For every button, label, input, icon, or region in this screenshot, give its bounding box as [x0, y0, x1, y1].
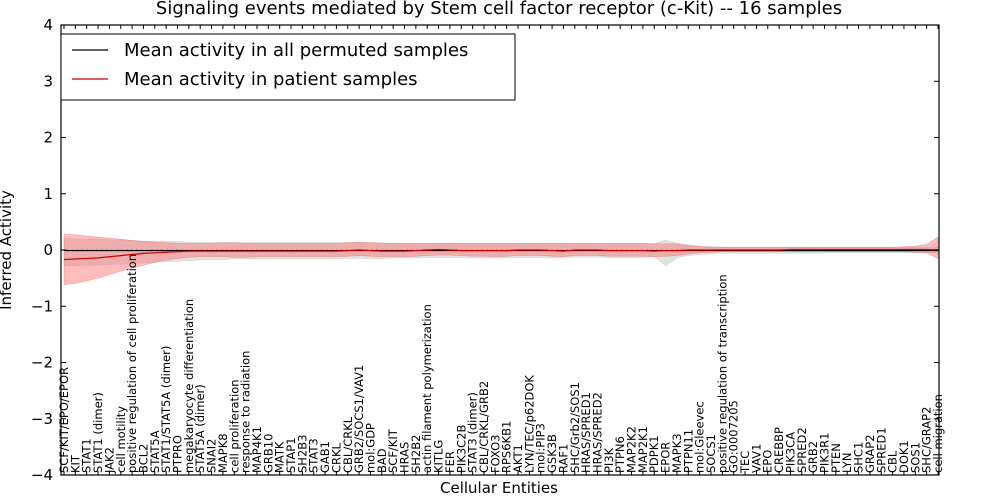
- x-category-label: SCF/KIT/EPO/EPOR: [57, 367, 71, 473]
- y-tick-label: −1: [31, 297, 53, 315]
- x-category-label: HRAS: [398, 442, 412, 473]
- x-category-label: CBL/CRKL: [341, 416, 355, 473]
- x-category-label: PTPRO: [171, 435, 185, 473]
- series-1-mean-line: [63, 248, 939, 261]
- x-category-label: TEC: [738, 451, 752, 474]
- x-category-label: PIK3CA: [783, 432, 797, 473]
- x-category-label: SOCS1: [704, 434, 718, 473]
- x-category-label: SOS1: [908, 442, 922, 473]
- x-category-label: STAT5A: [148, 430, 162, 473]
- x-category-label: SHC/GRAP2: [920, 407, 934, 473]
- x-category-label: MAP2K1: [636, 426, 650, 473]
- x-category-label: positive regulation of cell proliferatio…: [125, 254, 139, 473]
- x-category-label: CBL: [886, 450, 900, 473]
- x-category-label: cell proliferation: [227, 379, 241, 473]
- x-category-label: LYN/TEC/p62DOK: [522, 375, 536, 473]
- x-category-label: EPOR: [659, 442, 673, 473]
- x-category-label: MATK: [273, 441, 287, 473]
- x-category-label: BAD: [375, 448, 389, 473]
- legend-label-patient: Mean activity in patient samples: [124, 69, 418, 90]
- y-tick-label: −2: [31, 354, 53, 372]
- x-category-label: CRKL: [329, 442, 343, 473]
- x-category-label: RPS6KB1: [500, 421, 514, 473]
- x-category-label: megakaryocyte differentiation: [182, 299, 196, 473]
- x-category-label: cell motility: [114, 406, 128, 473]
- x-category-label: DOK1: [897, 440, 911, 473]
- x-category-label: GSK3B: [545, 434, 559, 473]
- x-category-label: STAP1: [284, 437, 298, 473]
- x-category-label: PTEN: [829, 443, 843, 473]
- x-category-label: SH2B2: [409, 435, 423, 473]
- y-tick-label: 4: [43, 16, 53, 34]
- x-category-label: EPO: [761, 450, 775, 473]
- x-axis-label: Cellular Entities: [440, 479, 558, 497]
- x-category-label: SHC1: [852, 442, 866, 473]
- x-category-label: RAF1: [556, 444, 570, 473]
- x-category-label: mol:PIP3: [534, 423, 548, 473]
- x-category-label: MAPK8: [216, 433, 230, 473]
- x-category-label: STAT1 (dimer): [91, 392, 105, 473]
- x-category-label: FOXO3: [488, 435, 502, 473]
- x-category-label: PIK3C2B: [454, 424, 468, 473]
- x-category-label: positive regulation of transcription: [715, 274, 729, 473]
- x-category-label: MAP4K1: [250, 426, 264, 473]
- x-category-label: SPRED2: [795, 427, 809, 473]
- x-category-label: STAT3 (dimer): [466, 392, 480, 473]
- x-category-label: HRAS/SPRED1: [579, 392, 593, 473]
- legend: Mean activity in all permuted samples Me…: [60, 33, 516, 101]
- x-category-label: response to radiation: [239, 351, 253, 473]
- x-category-label: STAT5A (dimer): [193, 384, 207, 473]
- y-tick-label: −4: [31, 466, 53, 484]
- y-tick-label: 3: [43, 72, 53, 90]
- x-category-label: CREBBP: [772, 427, 786, 473]
- series-1-range-band: [63, 233, 939, 286]
- x-category-label: PTPN6: [613, 436, 627, 473]
- legend-label-permuted: Mean activity in all permuted samples: [124, 40, 468, 61]
- x-category-label: mol:Gleevec: [693, 401, 707, 473]
- x-category-label: STAT1: [80, 438, 94, 473]
- x-category-label: KIT: [68, 454, 82, 473]
- x-category-label: GRB10: [261, 434, 275, 473]
- chart-title: Signaling events mediated by Stem cell f…: [156, 0, 842, 19]
- x-category-label: PTPN11: [681, 429, 695, 473]
- x-category-label: STAT1/STAT5A (dimer): [159, 346, 173, 473]
- x-category-label: FER: [443, 451, 457, 473]
- x-category-label: SCF/KIT: [386, 428, 400, 473]
- x-category-label: GAB1: [318, 441, 332, 473]
- y-tick-label: 0: [43, 241, 53, 259]
- x-category-label: GRB2: [806, 441, 820, 473]
- x-category-label: JAK2: [102, 447, 116, 474]
- x-category-label: MAPK3: [670, 433, 684, 473]
- y-tick-label: 1: [43, 185, 53, 203]
- legend-box: [60, 33, 516, 101]
- x-category-label: MAP2K2: [625, 426, 639, 473]
- x-category-label: STAT3: [307, 438, 321, 473]
- x-category-label: PI3K: [602, 447, 616, 473]
- x-category-label: PDPK1: [647, 435, 661, 473]
- x-category-label: SH2B3: [295, 435, 309, 473]
- x-category-label: mol:GDP: [363, 423, 377, 473]
- x-category-label: LYN: [840, 452, 854, 473]
- series-0-range-band: [63, 238, 939, 267]
- x-category-label: BCL2: [136, 444, 150, 473]
- x-category-label: SNAI2: [205, 439, 219, 473]
- x-category-label: GRB2/SOCS1/VAV1: [352, 365, 366, 473]
- x-category-label: cell migration: [931, 394, 945, 473]
- x-category-label: SPRED1: [874, 427, 888, 473]
- x-category-label: KITLG: [432, 440, 446, 473]
- x-category-label: VAV1: [749, 444, 763, 473]
- x-category-label: HRAS/SPRED2: [590, 392, 604, 473]
- x-category-label: actin filament polymerization: [420, 304, 434, 473]
- x-category-label: GRAP2: [863, 434, 877, 473]
- y-tick-label: −3: [31, 410, 53, 428]
- x-category-label: AKT1: [511, 444, 525, 473]
- x-category-label: GO:0007205: [727, 400, 741, 473]
- x-category-label: CBL/CRKL/GRB2: [477, 381, 491, 473]
- y-tick-label: 2: [43, 129, 53, 147]
- x-category-label: SHC/Grb2/SOS1: [568, 382, 582, 473]
- x-category-label: PIK3R1: [817, 432, 831, 473]
- y-axis-label: Inferred Activity: [0, 190, 15, 310]
